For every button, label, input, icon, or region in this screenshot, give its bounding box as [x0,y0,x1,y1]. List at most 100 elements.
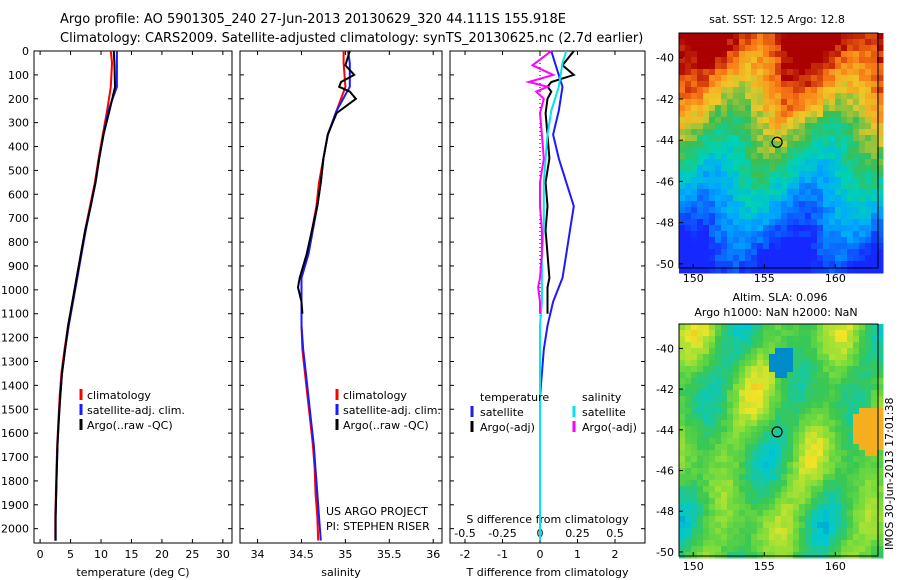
header-line1: Argo profile: AO 5901305_240 27-Jun-2013… [60,12,566,27]
x-tick-label: 35 [338,548,352,561]
map-y-tick-label: -42 [656,93,674,106]
series-line-satellite-adj-clim- [54,51,118,541]
y-tick-label: 1600 [1,427,29,440]
y-tick-label: 100 [8,69,29,82]
series-line-argo-raw-qc- [54,50,117,541]
y-tick-label: 1300 [1,355,29,368]
x-tick-label: 20 [155,548,169,561]
x-tick-label: 0 [37,548,44,561]
y-tick-label: 0 [22,45,29,58]
map-frame [678,32,879,269]
y-tick-label: 1700 [1,451,29,464]
map-y-tick-label: -48 [656,217,674,230]
top-tick-label: -0.25 [488,527,516,540]
x-tick-label: 35.5 [377,548,402,561]
y-tick-label: 2000 [1,523,29,536]
map-y-tick-label: -44 [656,134,674,147]
map-x-tick-label: 160 [825,272,846,285]
x-tick-label: 2 [612,548,619,561]
map-x-tick-label: 155 [754,560,775,573]
legend-header-salinity: salinity [582,391,622,404]
x-tick-label: 34 [251,548,265,561]
annotation-project: US ARGO PROJECT [326,505,428,518]
sst-map-title: sat. SST: 12.5 Argo: 12.8 [709,13,845,26]
x-tick-label: -2 [460,548,471,561]
y-tick-label: 200 [8,93,29,106]
map-x-tick-label: 160 [825,560,846,573]
y-tick-label: 1000 [1,284,29,297]
y-tick-label: 600 [8,188,29,201]
x-tick-label: 34.5 [289,548,314,561]
salinity-panel: 34 34.5 35 35.5 36 salinity climatology satelli… [239,50,443,579]
legend-label: Argo(..raw -QC) [87,419,173,432]
sst-map: 150 155 160 -40 -42 -44 -46 -48 -50 [656,32,884,285]
top-tick-label: -0.5 [454,527,475,540]
plot-frame [33,50,233,544]
series-line-argo-raw-qc- [296,50,358,314]
map-y-tick-label: -48 [656,505,674,518]
y-tick-label: 400 [8,141,29,154]
legend-label: satellite [582,406,626,419]
map-cells [679,33,884,274]
sla-map-title: Altim. SLA: 0.096 [732,291,827,304]
y-tick-label: 900 [8,260,29,273]
map-y-tick-label: -42 [656,383,674,396]
legend-label: satellite-adj. clim. [343,404,441,417]
legend-header-temperature: temperature [480,391,549,404]
series-line-salinity-satellite [539,50,568,541]
top-tick-label: 0.25 [565,527,590,540]
series-line-climatology [54,50,114,541]
header-line2: Climatology: CARS2009. Satellite-adjuste… [60,31,643,46]
legend-label: satellite [480,406,524,419]
legend-label: climatology [343,389,407,402]
series-line-satellite-adj-clim- [300,50,351,541]
map-y-tick-label: -40 [656,342,674,355]
y-tick-label: 1900 [1,499,29,512]
map-x-tick-label: 155 [754,272,775,285]
map-y-tick-label: -46 [656,175,674,188]
argo-location-marker [771,426,783,438]
series-line-salinity-argo-adj- [525,50,556,314]
map-frame [678,323,879,557]
y-tick-label: 1800 [1,475,29,488]
x-tick-label: 15 [124,548,138,561]
legend-label: Argo(-adj) [582,421,637,434]
temperature-panel: 0100200300400500600700800900100011001200… [1,45,233,579]
x-tick-label: 10 [94,548,108,561]
x-tick-label: 25 [185,548,199,561]
legend-label: climatology [87,389,151,402]
y-tick-label: 1100 [1,308,29,321]
plot-frame [449,50,646,544]
y-tick-label: 1500 [1,403,29,416]
x-axis-label: salinity [321,566,361,579]
series-line-climatology [300,51,347,541]
y-tick-label: 500 [8,164,29,177]
x-tick-label: -1 [497,548,508,561]
sla-map-subtitle: Argo h1000: NaN h2000: NaN [694,306,857,319]
x-tick-label: 1 [574,548,581,561]
top-axis-label: S difference from climatology [466,513,629,526]
map-y-tick-label: -44 [656,424,674,437]
series-line-temperature-argo-adj- [544,50,576,314]
x-tick-label: 30 [216,548,230,561]
legend-label: Argo(..raw -QC) [343,419,429,432]
map-y-tick-label: -50 [656,546,674,559]
annotation-pi: PI: STEPHEN RISER [326,520,430,533]
x-axis-label: temperature (deg C) [76,566,189,579]
map-cells [679,324,884,559]
y-tick-label: 1400 [1,379,29,392]
sla-map: 150 155 160 -40 -42 -44 -46 -48 -50 [656,323,884,573]
y-tick-label: 300 [8,117,29,130]
x-axis-label: T difference from climatology [466,566,629,579]
x-tick-label: 5 [67,548,74,561]
y-tick-label: 700 [8,212,29,225]
legend-label: satellite-adj. clim. [87,404,185,417]
argo-location-marker [771,136,783,148]
y-tick-label: 1200 [1,332,29,345]
series-line-temperature-satellite [539,50,575,541]
map-y-tick-label: -50 [656,258,674,271]
map-x-tick-label: 150 [683,560,704,573]
legend-label: Argo(-adj) [480,421,535,434]
map-y-tick-label: -46 [656,465,674,478]
